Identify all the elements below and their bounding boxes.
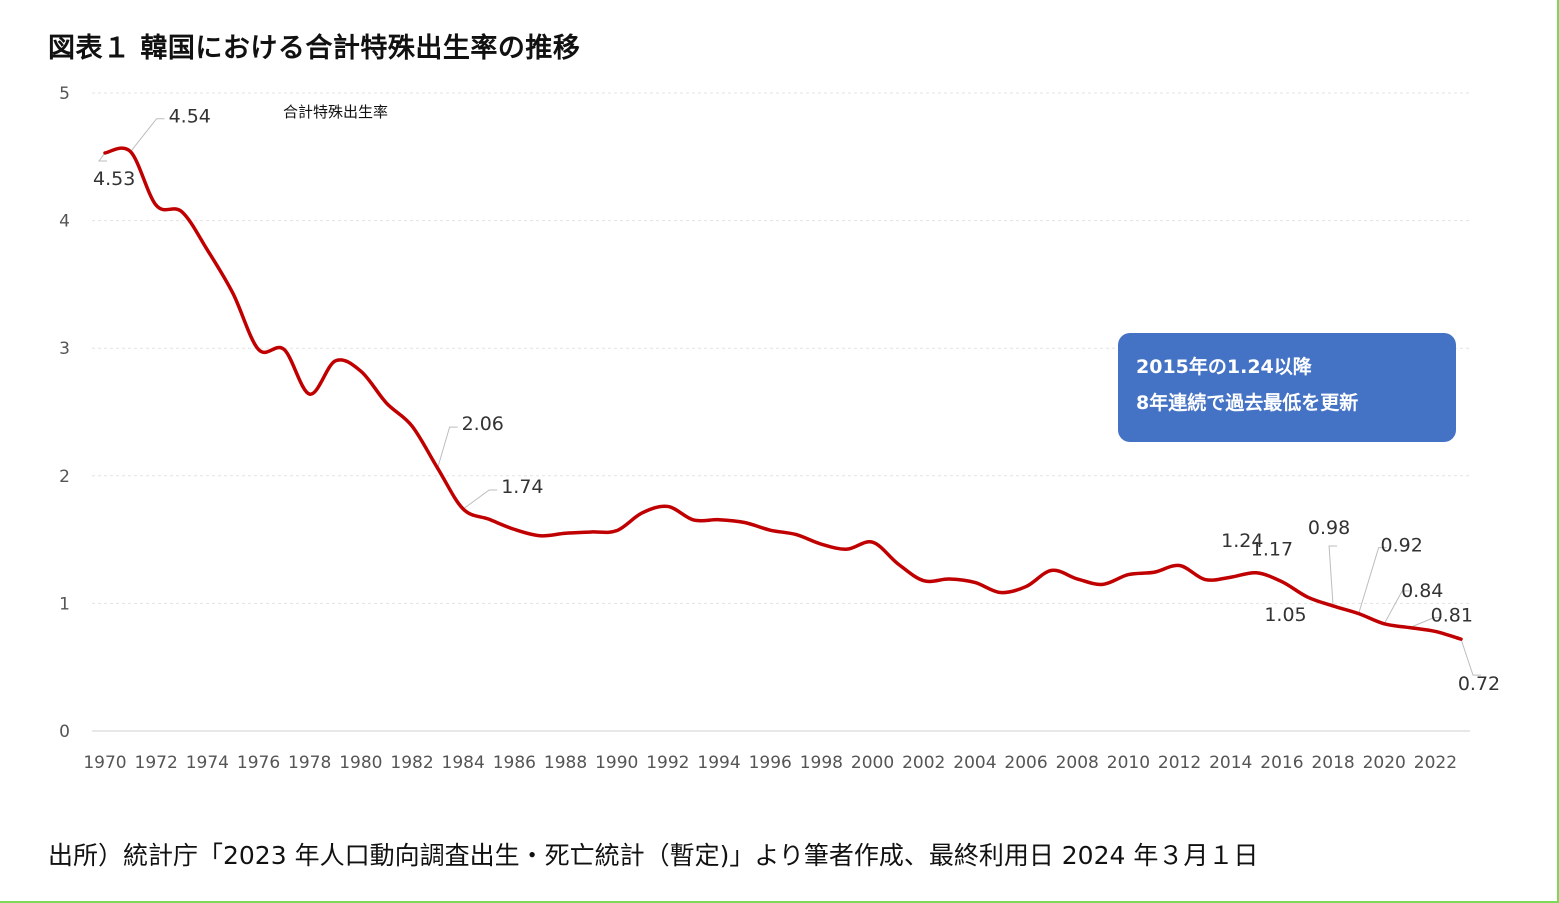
x-tick-label: 1984 [442, 753, 485, 773]
leader-line [1409, 617, 1442, 629]
leader-line [1358, 547, 1387, 614]
x-tick-label: 2020 [1363, 753, 1406, 773]
leader-line [1460, 638, 1481, 676]
x-tick-label: 2008 [1056, 753, 1099, 773]
y-axis-ticks: 0 1 2 3 4 5 [59, 84, 70, 742]
y-tick-label: 1 [59, 594, 70, 614]
x-tick-label: 2004 [953, 753, 996, 773]
series-group [103, 146, 1463, 641]
data-label: 1.05 [1264, 604, 1306, 626]
data-label: 1.74 [501, 476, 543, 498]
x-tick-label: 1988 [544, 753, 587, 773]
legend-entry: 合計特殊出生率 [283, 103, 388, 121]
data-label: 0.98 [1308, 517, 1350, 539]
x-axis-ticks: 1970 1972 1974 1976 1978 1980 1982 1984 1986 1988… [83, 753, 1457, 773]
page-title: 図表１ 韓国における合計特殊出生率の推移 [48, 33, 581, 64]
leader-line [1383, 590, 1411, 625]
y-tick-label: 5 [59, 84, 70, 104]
source-note: 出所）統計庁「2023 年人口動向調査出生・死亡統計（暫定)」より筆者作成、最終… [48, 841, 1259, 870]
x-tick-label: 2014 [1209, 753, 1252, 773]
x-tick-label: 1978 [288, 753, 331, 773]
data-label: 1.17 [1251, 539, 1293, 561]
data-label: 4.54 [169, 106, 211, 128]
data-label: 0.84 [1401, 580, 1443, 602]
x-tick-label: 1970 [83, 753, 126, 773]
leader-line [437, 426, 458, 469]
x-tick-label: 1986 [493, 753, 536, 773]
x-tick-label: 1980 [339, 753, 382, 773]
y-tick-label: 4 [59, 212, 70, 232]
x-tick-label: 1990 [595, 753, 638, 773]
series-line [103, 146, 1463, 641]
y-tick-label: 3 [59, 339, 70, 359]
x-tick-label: 1998 [800, 753, 843, 773]
x-tick-label: 2016 [1260, 753, 1303, 773]
callout-box: 2015年の1.24以降 8年連続で過去最低を更新 [1118, 333, 1456, 442]
x-tick-label: 2002 [902, 753, 945, 773]
x-tick-label: 2000 [851, 753, 894, 773]
x-tick-label: 2018 [1311, 753, 1354, 773]
callout-line-2: 8年連続で過去最低を更新 [1136, 392, 1359, 415]
leader-line [130, 118, 165, 153]
data-label: 0.72 [1458, 673, 1500, 695]
data-labels: 4.53 4.54 2.06 1.74 1.241.17 1.05 0.98 0.92 0.84… [93, 106, 1500, 695]
leader-line [462, 489, 498, 510]
x-tick-label: 1992 [646, 753, 689, 773]
x-tick-label: 1976 [237, 753, 280, 773]
y-tick-label: 0 [59, 722, 70, 742]
x-tick-label: 2012 [1158, 753, 1201, 773]
data-label: 4.53 [93, 168, 135, 190]
x-tick-label: 1982 [390, 753, 433, 773]
x-tick-label: 1972 [135, 753, 178, 773]
data-label: 0.92 [1381, 535, 1423, 557]
x-tick-label: 1974 [186, 753, 229, 773]
x-tick-label: 2022 [1414, 753, 1457, 773]
leader-line [98, 152, 107, 162]
x-tick-label: 1994 [697, 753, 740, 773]
x-tick-label: 2010 [1107, 753, 1150, 773]
label-leaders [98, 118, 1481, 676]
data-label: 0.81 [1431, 605, 1473, 627]
leader-line [1328, 545, 1338, 606]
x-tick-label: 2006 [1004, 753, 1047, 773]
data-label: 1.24 [1221, 530, 1263, 552]
data-label: 2.06 [462, 413, 504, 435]
x-tick-label: 1996 [749, 753, 792, 773]
y-tick-label: 2 [59, 467, 70, 487]
callout-line-1: 2015年の1.24以降 [1136, 356, 1312, 378]
